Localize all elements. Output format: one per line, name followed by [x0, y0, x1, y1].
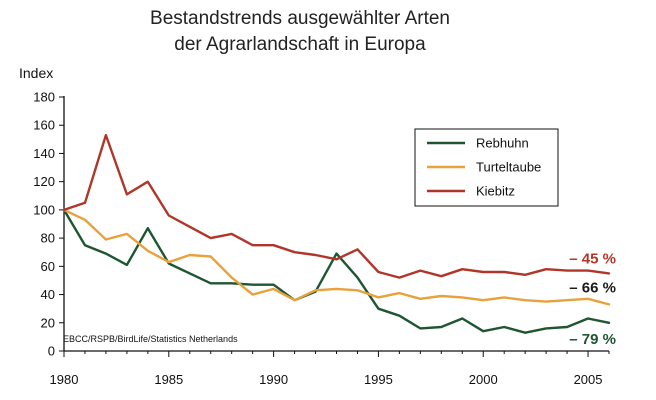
- y-tick-label: 120: [33, 174, 55, 189]
- y-axis-label: Index: [19, 65, 53, 81]
- series-line-rebhuhn: [62, 208, 611, 334]
- chart-subtitle: der Agrarlandschaft in Europa: [174, 34, 426, 55]
- chart-title-block: Bestandstrends ausgewählter Arten der Ag…: [0, 6, 600, 58]
- series-line-kiebitz: [62, 133, 611, 279]
- y-tick-label: 20: [41, 315, 55, 330]
- x-tick-label: 1980: [50, 372, 79, 387]
- axes: 0 20 40 60 80 100 120 140 160 180 1980 1985 1990 1995…: [33, 90, 610, 387]
- y-tick-label: 160: [33, 118, 55, 133]
- y-tick-label: 80: [41, 231, 55, 246]
- legend-label-kiebitz: Kiebitz: [476, 184, 515, 199]
- legend-label-rebhuhn: Rebhuhn: [476, 136, 529, 151]
- x-tick-label: 1990: [259, 372, 288, 387]
- end-label-rebhuhn: – 79 %: [569, 331, 616, 348]
- y-tick-label: 140: [33, 146, 55, 161]
- y-tick-label: 60: [41, 259, 55, 274]
- legend: Rebhuhn Turteltaube Kiebitz: [414, 128, 559, 207]
- x-tick-label: 1995: [364, 372, 393, 387]
- x-tick-label: 2000: [469, 372, 498, 387]
- y-tick-label: 40: [41, 287, 55, 302]
- source-note: EBCC/RSPB/BirdLife/Statistics Netherland…: [63, 334, 238, 344]
- x-tick-label: 1985: [154, 372, 183, 387]
- chart-title: Bestandstrends ausgewählter Arten: [150, 8, 450, 29]
- legend-label-turteltaube: Turteltaube: [476, 160, 541, 175]
- end-label-turteltaube: – 66 %: [569, 279, 616, 296]
- series-line-turteltaube: [62, 208, 611, 306]
- series-lines: [62, 133, 611, 334]
- y-tick-label: 0: [48, 344, 55, 359]
- end-labels: – 79 % – 66 % – 45 %: [569, 250, 616, 347]
- end-label-kiebitz: – 45 %: [569, 250, 616, 267]
- y-tick-label: 100: [33, 202, 55, 217]
- y-tick-label: 180: [33, 90, 55, 105]
- x-tick-label: 2005: [574, 372, 603, 387]
